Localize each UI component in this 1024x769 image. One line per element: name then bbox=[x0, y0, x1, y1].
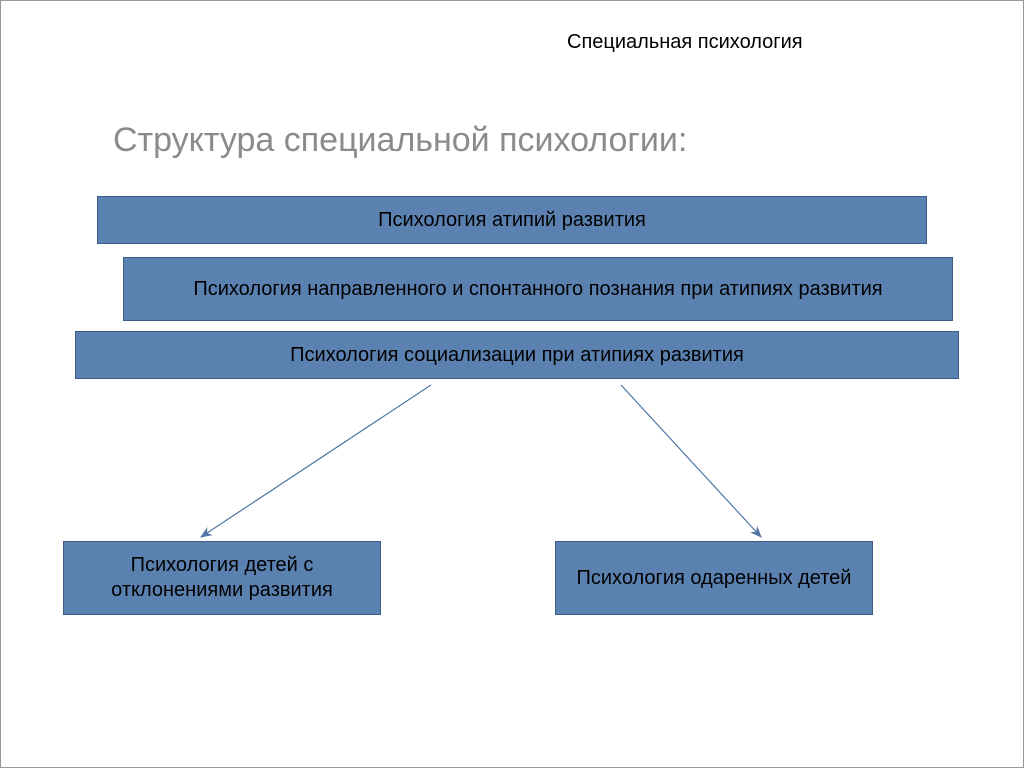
arrow-right bbox=[621, 385, 761, 537]
box-label: Психология одаренных детей bbox=[577, 566, 852, 591]
box-atypia-development: Психология атипий развития bbox=[97, 196, 927, 244]
box-label: Психология детей с отклонениями развития bbox=[74, 553, 370, 603]
box-label: Психология направленного и спонтанного п… bbox=[193, 277, 882, 302]
box-children-gifted: Психология одаренных детей bbox=[555, 541, 873, 615]
arrows-layer bbox=[1, 1, 1024, 769]
arrow-left bbox=[201, 385, 431, 537]
box-socialization: Психология социализации при атипиях разв… bbox=[75, 331, 959, 379]
box-children-deviation: Психология детей с отклонениями развития bbox=[63, 541, 381, 615]
page-title: Структура специальной психологии: bbox=[113, 121, 687, 160]
box-cognition: Психология направленного и спонтанного п… bbox=[123, 257, 953, 321]
box-label: Психология социализации при атипиях разв… bbox=[290, 343, 744, 368]
page-header: Специальная психология bbox=[567, 31, 803, 54]
box-label: Психология атипий развития bbox=[378, 208, 646, 233]
